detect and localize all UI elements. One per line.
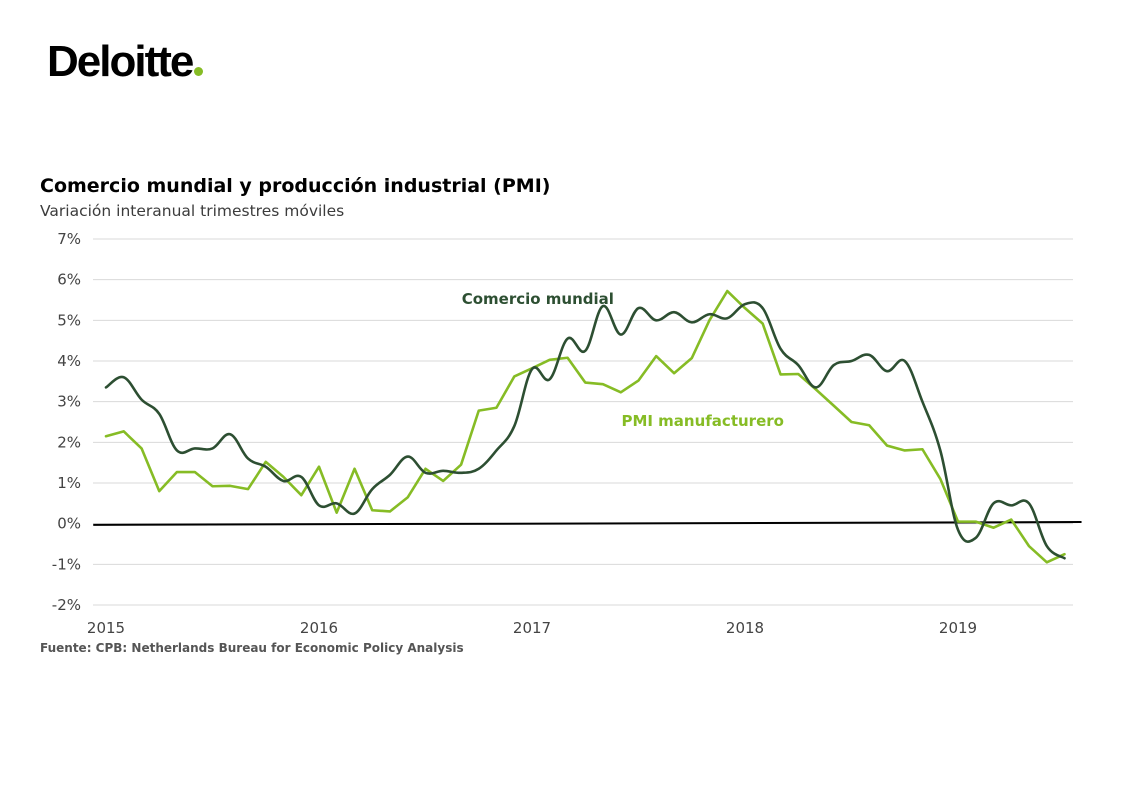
y-tick-label: 3% bbox=[57, 393, 81, 411]
series-line-comercio-mundial bbox=[104, 301, 1066, 560]
y-tick-label: 7% bbox=[57, 230, 81, 248]
y-tick-label: -2% bbox=[52, 596, 81, 614]
x-axis-ticks: 2015 2016 2017 2018 2019 bbox=[87, 619, 977, 637]
series-annotations: Comercio mundial PMI manufacturero bbox=[462, 290, 784, 430]
y-tick-label: -1% bbox=[52, 555, 81, 573]
zero-baseline bbox=[93, 521, 1082, 526]
chart-title: Comercio mundial y producción industrial… bbox=[40, 175, 551, 197]
source-note: Fuente: CPB: Netherlands Bureau for Econ… bbox=[40, 641, 464, 655]
y-axis-ticks: 7% 6% 5% 4% 3% 2% 1% 0% -1% -2% bbox=[52, 230, 81, 614]
series-label: PMI manufacturero bbox=[621, 412, 784, 430]
x-tick-label: 2015 bbox=[87, 619, 125, 637]
x-tick-label: 2018 bbox=[726, 619, 764, 637]
y-tick-label: 6% bbox=[57, 271, 81, 289]
x-tick-label: 2019 bbox=[939, 619, 977, 637]
chart-subtitle: Variación interanual trimestres móviles bbox=[40, 202, 345, 220]
y-tick-label: 5% bbox=[57, 311, 81, 329]
x-tick-label: 2017 bbox=[513, 619, 551, 637]
series-label: Comercio mundial bbox=[462, 290, 614, 308]
deloitte-logo: Deloitte bbox=[47, 37, 204, 86]
series-line-pmi-manufacturero bbox=[104, 289, 1066, 564]
series-layer bbox=[104, 289, 1066, 564]
logo-text: Deloitte bbox=[47, 37, 194, 86]
y-tick-label: 2% bbox=[57, 433, 81, 451]
baseline-layer bbox=[93, 521, 1082, 526]
y-tick-label: 0% bbox=[57, 515, 81, 533]
logo-dot bbox=[194, 67, 204, 76]
x-tick-label: 2016 bbox=[300, 619, 338, 637]
y-tick-label: 4% bbox=[57, 352, 81, 370]
y-tick-label: 1% bbox=[57, 474, 81, 492]
